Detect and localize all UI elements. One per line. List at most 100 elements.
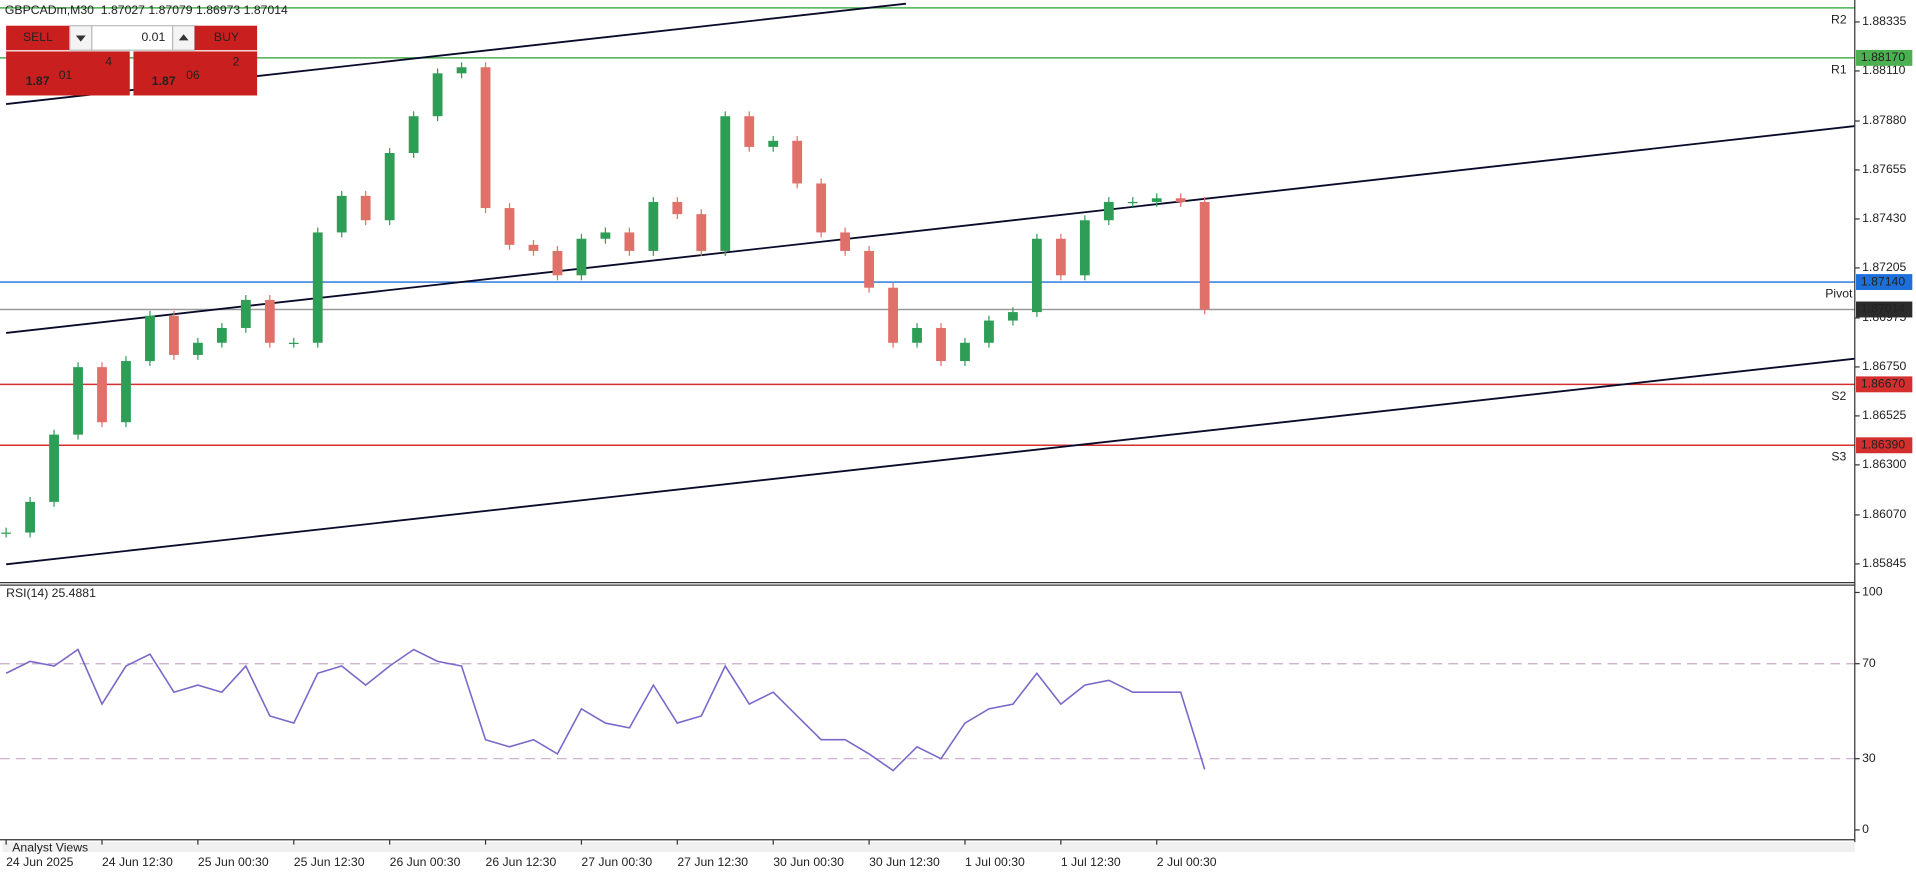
sell-price-main: 01 — [59, 68, 73, 82]
candle — [1055, 238, 1066, 276]
candle — [1175, 198, 1186, 202]
candle — [720, 116, 731, 251]
candle — [432, 73, 443, 117]
candle — [768, 140, 779, 147]
buy-price-big: 1.87 — [152, 74, 176, 88]
sell-price-box[interactable] — [6, 51, 130, 96]
candle — [216, 327, 227, 343]
y-tick-label: 1.86300 — [1862, 457, 1906, 471]
candle — [1, 532, 12, 534]
candle — [25, 501, 35, 533]
buy-label[interactable]: BUY — [214, 30, 239, 44]
sell-price-sup: 4 — [105, 55, 112, 69]
candle — [744, 116, 755, 147]
y-tick-label: 100 — [1862, 585, 1883, 599]
candle — [648, 201, 659, 251]
candle — [912, 327, 922, 343]
candle — [696, 214, 707, 251]
x-tick-label: 27 Jun 00:30 — [581, 855, 652, 869]
level-label: 1.86670 — [1861, 377, 1905, 391]
candle — [169, 315, 179, 355]
y-tick-label: 1.88335 — [1862, 14, 1906, 28]
candle — [840, 232, 851, 251]
candle — [552, 250, 563, 276]
y-tick-label: 1.87430 — [1862, 211, 1906, 225]
candle — [984, 320, 994, 343]
candle — [121, 361, 131, 423]
x-tick-label: 24 Jun 12:30 — [102, 855, 173, 869]
candle — [624, 232, 635, 251]
level-name: S3 — [1831, 450, 1846, 464]
buy-button[interactable] — [194, 25, 258, 51]
y-tick-label: 1.85845 — [1862, 556, 1906, 570]
candle — [1199, 201, 1210, 310]
y-tick-label: 30 — [1862, 751, 1876, 765]
candle — [792, 140, 803, 184]
candle — [864, 250, 874, 288]
candle — [264, 299, 275, 343]
candle — [480, 67, 491, 209]
level-label: 1.87140 — [1861, 274, 1905, 288]
candle — [49, 434, 59, 502]
candle — [456, 67, 467, 74]
x-tick-label: 24 Jun 2025 — [6, 855, 74, 869]
trend-line — [6, 357, 1855, 566]
candle — [73, 367, 83, 435]
sell-button[interactable] — [6, 25, 70, 51]
candle — [672, 201, 683, 215]
tab-strip — [2, 842, 1855, 852]
candle — [312, 232, 323, 343]
sell-label[interactable]: SELL — [23, 30, 53, 44]
level-label: 1.86390 — [1861, 438, 1905, 452]
x-tick-label: 1 Jul 00:30 — [965, 855, 1025, 869]
candle — [384, 152, 395, 221]
sell-price-big: 1.87 — [26, 74, 50, 88]
candle — [576, 238, 587, 276]
candle — [360, 195, 371, 221]
y-tick-label: 1.86525 — [1862, 408, 1906, 422]
y-tick-label: 1.86750 — [1862, 359, 1906, 373]
candle — [1008, 312, 1018, 321]
candle — [1031, 238, 1042, 313]
buy-price-main: 06 — [186, 68, 200, 82]
volume-input[interactable] — [91, 25, 174, 51]
x-tick-label: 30 Jun 00:30 — [773, 855, 844, 869]
x-tick-label: 2 Jul 00:30 — [1157, 855, 1217, 869]
candle — [97, 367, 107, 423]
level-label: 1.88170 — [1861, 50, 1905, 64]
y-tick-label: 0 — [1862, 822, 1869, 836]
arrow-up — [178, 34, 189, 41]
level-label-bg — [1856, 437, 1913, 454]
candle — [960, 342, 970, 362]
candle — [1151, 198, 1162, 202]
trade-panel: SELL 0.01 BUY 1.87 01 4 1.87 06 2 — [6, 25, 258, 96]
level-label: 1.87014 — [1861, 302, 1905, 316]
level-label-bg — [1856, 49, 1913, 66]
y-tick-label: 1.87880 — [1862, 113, 1906, 127]
x-tick-label: 27 Jun 12:30 — [677, 855, 748, 869]
y-tick-label: 70 — [1862, 656, 1876, 670]
level-name: S2 — [1831, 389, 1846, 403]
rsi-title: RSI(14) 25.4881 — [6, 586, 96, 600]
candle — [1079, 220, 1090, 276]
tab-label[interactable]: Analyst Views — [12, 841, 88, 855]
candle — [336, 195, 347, 233]
level-name: R2 — [1831, 12, 1847, 26]
candle — [600, 232, 611, 239]
x-tick-label: 25 Jun 12:30 — [294, 855, 365, 869]
x-tick-label: 30 Jun 12:30 — [869, 855, 940, 869]
arrow-down — [75, 35, 86, 42]
candle — [816, 183, 827, 233]
level-name: R1 — [1831, 62, 1847, 76]
y-tick-label: 1.86070 — [1862, 507, 1906, 521]
rsi-line — [5, 648, 1206, 772]
candle — [1127, 201, 1138, 204]
x-tick-label: 25 Jun 00:30 — [198, 855, 269, 869]
buy-price-box[interactable] — [133, 51, 258, 96]
symbol-info: GBPCADm,M30 1.87027 1.87079 1.86973 1.87… — [5, 3, 288, 17]
level-name: Pivot — [1825, 287, 1853, 301]
candle — [1103, 201, 1114, 221]
